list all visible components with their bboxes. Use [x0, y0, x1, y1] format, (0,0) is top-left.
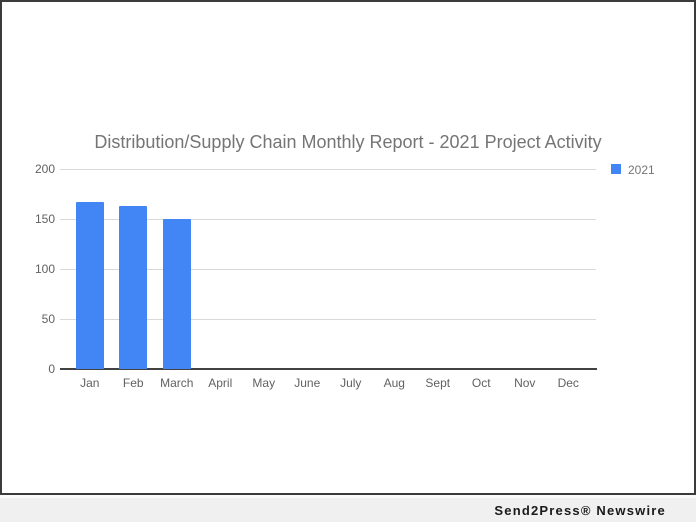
x-axis-label-april: April — [208, 376, 233, 390]
chart-image-frame — [0, 0, 696, 495]
x-axis-label-aug: Aug — [383, 376, 405, 390]
bar-feb — [119, 206, 148, 369]
y-axis-tick-label-0: 0 — [48, 362, 55, 376]
y-axis-tick-label-200: 200 — [34, 162, 55, 176]
x-axis-label-dec: Dec — [557, 376, 579, 390]
gridline-50 — [60, 319, 596, 320]
x-axis-label-july: July — [340, 376, 362, 390]
bar-march — [162, 219, 191, 369]
x-axis-label-march: March — [160, 376, 194, 390]
footer-strip: Send2Press® Newswire — [0, 495, 696, 522]
x-axis-label-feb: Feb — [122, 376, 144, 390]
x-axis-label-oct: Oct — [471, 376, 491, 390]
gridline-200 — [60, 169, 596, 170]
bar-jan — [75, 202, 104, 369]
x-axis-label-jan: Jan — [80, 376, 100, 390]
y-axis-tick-label-50: 50 — [41, 312, 55, 326]
legend-label: 2021 — [628, 163, 655, 177]
y-axis-tick-label-100: 100 — [34, 262, 55, 276]
y-axis-tick-label-150: 150 — [34, 212, 55, 226]
legend-swatch-icon — [611, 164, 621, 174]
x-axis-label-nov: Nov — [514, 376, 536, 390]
x-axis-baseline — [60, 368, 597, 370]
gridline-150 — [60, 219, 596, 220]
chart-title: Distribution/Supply Chain Monthly Report… — [94, 132, 602, 152]
newswire-credit: Send2Press® Newswire — [494, 503, 666, 518]
x-axis-label-sept: Sept — [425, 376, 451, 390]
x-axis-label-may: May — [252, 376, 276, 390]
gridline-100 — [60, 269, 596, 270]
x-axis-label-june: June — [294, 376, 321, 390]
